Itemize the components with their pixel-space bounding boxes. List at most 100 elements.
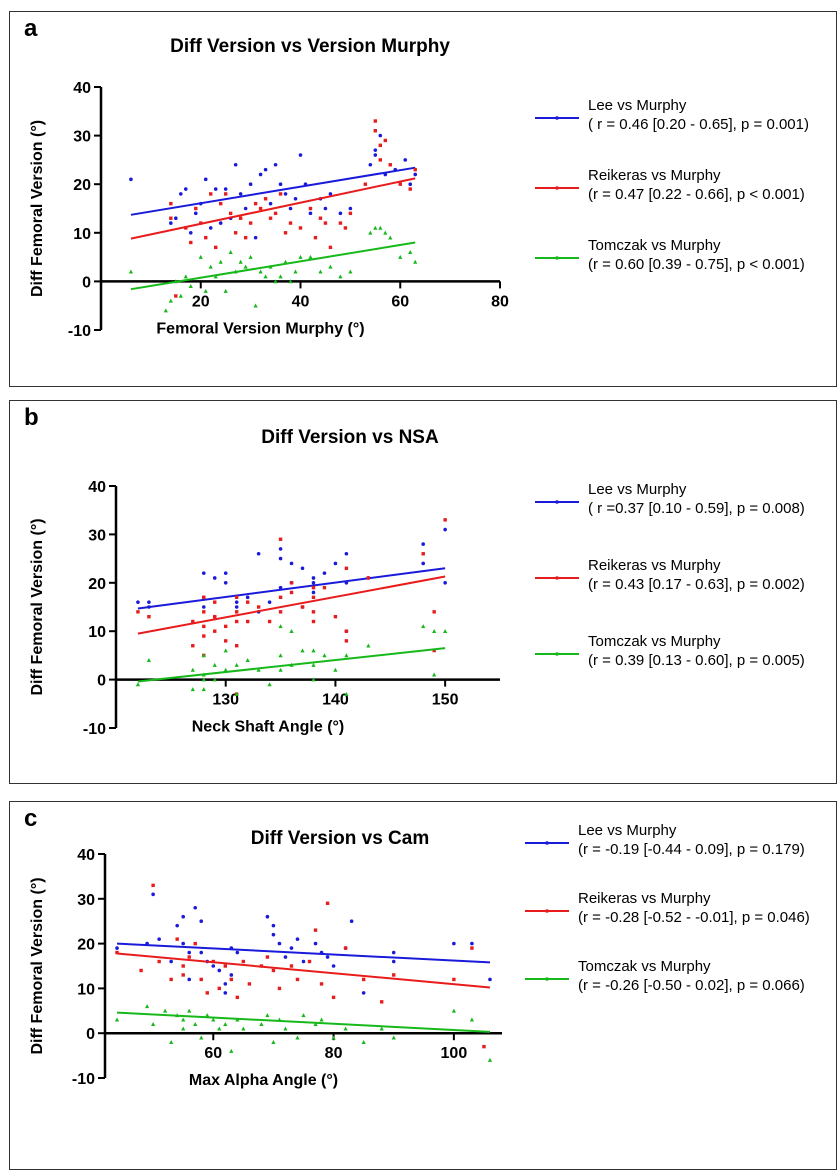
data-point [213,187,218,191]
data-point [271,968,276,973]
data-point [331,995,336,1000]
legend-name: Tomczak vs Murphy [588,237,721,254]
data-point [328,264,333,269]
data-point [308,206,313,211]
data-point [256,667,261,672]
data-point [373,225,378,230]
data-point [234,662,239,667]
data-point [366,643,371,648]
data-point [218,221,223,225]
legend-stat: (r = 0.39 [0.13 - 0.60], p = 0.005) [588,652,805,669]
data-point [181,1026,186,1031]
data-point [322,571,327,575]
data-point [278,182,283,186]
data-point [203,177,208,182]
data-point [219,201,223,206]
data-point [238,192,243,196]
data-point [443,527,447,532]
data-point [245,619,250,624]
data-point [379,1026,384,1031]
data-point [413,167,417,172]
data-point [234,610,239,614]
data-point [224,639,228,643]
data-point [366,576,371,580]
data-point [278,667,283,672]
panel-label: a [24,15,38,42]
data-point [238,259,243,264]
legend-marker [545,841,549,845]
data-point [163,1008,168,1013]
data-point [470,946,474,950]
data-point [213,274,218,279]
legend-name: Reikeras vs Murphy [578,890,711,907]
data-point [228,250,233,255]
data-point [288,221,293,225]
data-point [228,211,233,216]
regression-line [130,166,416,216]
data-point [223,581,228,585]
y-tick-label: 30 [73,129,91,146]
data-point [311,576,316,580]
legend-stat: (r = -0.28 [-0.52 - -0.01], p = 0.046) [578,909,810,926]
data-point [265,955,270,959]
y-tick-label: 30 [88,527,106,544]
data-point [187,955,191,959]
data-point [267,619,272,624]
data-point [373,153,378,157]
y-tick-label: 40 [77,847,95,864]
data-point [421,542,426,546]
data-point [145,1004,150,1009]
data-point [379,1000,384,1004]
data-point [295,977,300,982]
data-point [388,235,393,240]
data-point [157,959,161,964]
data-point [253,303,258,308]
data-point [183,274,188,279]
legend-stat: (r = 0.43 [0.17 - 0.63], p = 0.002) [588,576,805,593]
data-point [241,959,246,964]
legend-stat: (r = -0.19 [-0.44 - 0.09], p = 0.179) [578,841,805,858]
data-point [408,187,412,191]
data-point [378,143,382,148]
data-point [413,172,418,177]
data-point [267,600,272,604]
data-point [277,941,282,946]
data-point [234,691,239,696]
y-tick-label: 30 [77,892,95,909]
data-point [188,284,193,289]
data-point [311,648,316,653]
y-axis-label: Diff Femoral Version (°) [29,877,46,1054]
y-tick-label: 10 [77,981,95,998]
data-point [378,158,382,162]
data-point [147,614,151,619]
legend-marker [545,977,549,981]
legend-entry: Tomczak vs Murphy (r = -0.26 [-0.50 - 0.0… [525,958,805,994]
data-point [313,235,318,240]
data-point [388,163,392,167]
data-point [223,187,228,191]
data-point [139,968,143,973]
legend-stat: (r = 0.60 [0.39 - 0.75], p < 0.001) [588,256,805,273]
data-point [217,968,222,973]
data-point [169,216,173,220]
data-point [289,629,294,633]
data-point [278,192,283,196]
data-point [373,148,378,152]
data-point [295,1035,300,1040]
x-axis-label: Max Alpha Angle (°) [189,1072,338,1089]
data-point [443,629,448,633]
data-point [201,677,206,682]
data-point [205,1013,210,1018]
data-point [311,662,316,667]
data-point [338,211,343,216]
regression-line [130,241,416,291]
data-point [373,119,378,123]
data-point [223,964,228,968]
data-point [213,614,217,619]
data-point [202,634,206,638]
y-tick-label: 10 [73,226,91,243]
data-point [169,977,173,982]
data-point [247,982,252,986]
data-point [295,937,300,941]
data-point [213,629,217,633]
